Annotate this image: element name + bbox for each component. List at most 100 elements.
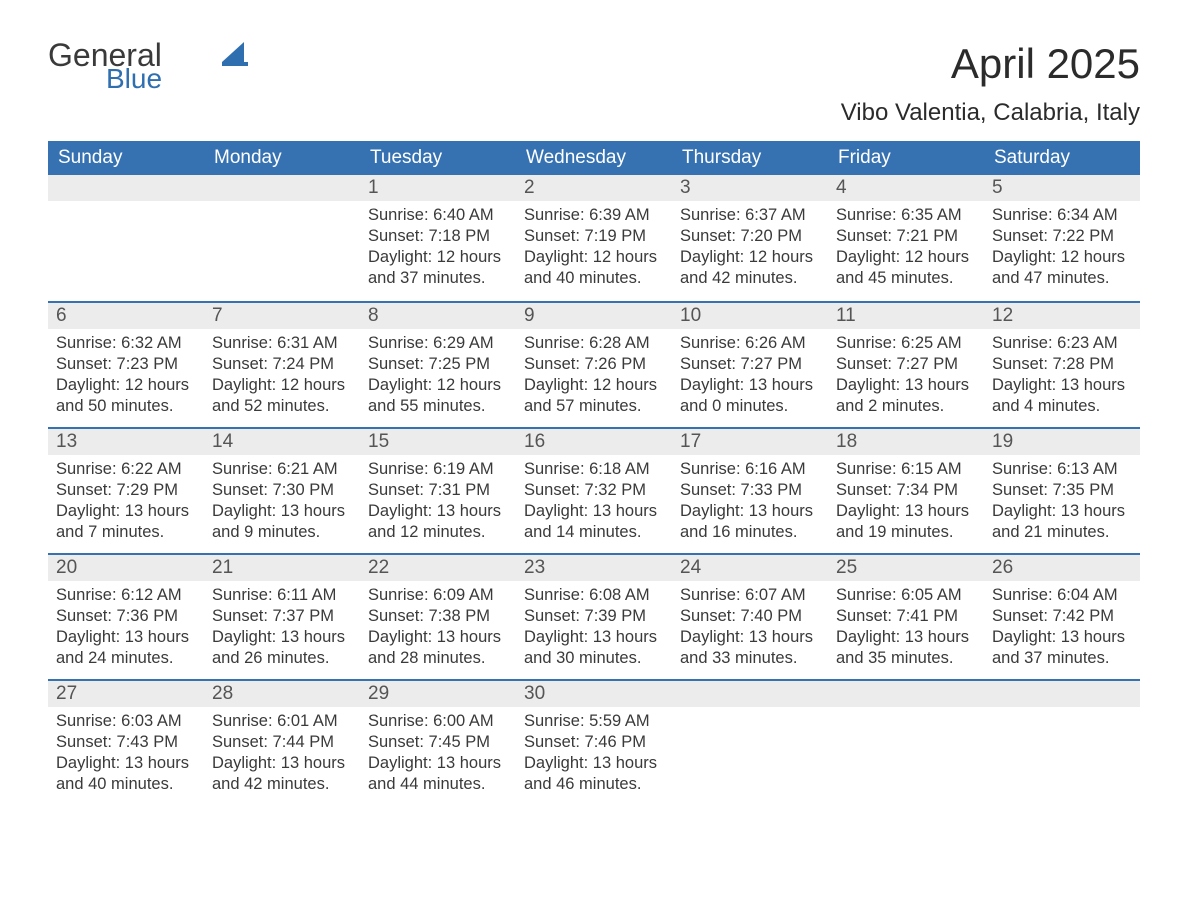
- day-number: 13: [48, 427, 204, 455]
- sunrise-text: Sunrise: 6:21 AM: [212, 459, 352, 480]
- calendar-cell: 21Sunrise: 6:11 AMSunset: 7:37 PMDayligh…: [204, 553, 360, 679]
- daylight-text: Daylight: 13 hours and 24 minutes.: [56, 627, 196, 669]
- day-number: 24: [672, 553, 828, 581]
- calendar-cell: 1Sunrise: 6:40 AMSunset: 7:18 PMDaylight…: [360, 175, 516, 301]
- daylight-text: Daylight: 13 hours and 12 minutes.: [368, 501, 508, 543]
- day-body: Sunrise: 6:08 AMSunset: 7:39 PMDaylight:…: [516, 581, 672, 677]
- calendar-cell: 3Sunrise: 6:37 AMSunset: 7:20 PMDaylight…: [672, 175, 828, 301]
- sunset-text: Sunset: 7:31 PM: [368, 480, 508, 501]
- day-number: 9: [516, 301, 672, 329]
- day-body: Sunrise: 6:04 AMSunset: 7:42 PMDaylight:…: [984, 581, 1140, 677]
- day-body: Sunrise: 6:37 AMSunset: 7:20 PMDaylight:…: [672, 201, 828, 297]
- calendar-cell: 4 Sunrise: 6:35 AMSunset: 7:21 PMDaylight…: [828, 175, 984, 301]
- day-body: Sunrise: 6:05 AMSunset: 7:41 PMDaylight:…: [828, 581, 984, 677]
- sunset-text: Sunset: 7:42 PM: [992, 606, 1132, 627]
- day-number: 26: [984, 553, 1140, 581]
- sunrise-text: Sunrise: 6:37 AM: [680, 205, 820, 226]
- sunrise-text: Sunrise: 6:25 AM: [836, 333, 976, 354]
- sunset-text: Sunset: 7:25 PM: [368, 354, 508, 375]
- sunrise-text: Sunrise: 6:26 AM: [680, 333, 820, 354]
- day-number: 1: [360, 175, 516, 201]
- day-number: 16: [516, 427, 672, 455]
- sunset-text: Sunset: 7:19 PM: [524, 226, 664, 247]
- calendar-cell: 9Sunrise: 6:28 AMSunset: 7:26 PMDaylight…: [516, 301, 672, 427]
- calendar-cell: 11Sunrise: 6:25 AMSunset: 7:27 PMDayligh…: [828, 301, 984, 427]
- day-body: Sunrise: 6:01 AMSunset: 7:44 PMDaylight:…: [204, 707, 360, 803]
- sunset-text: Sunset: 7:29 PM: [56, 480, 196, 501]
- sunrise-text: Sunrise: 6:22 AM: [56, 459, 196, 480]
- day-body: Sunrise: 6:07 AMSunset: 7:40 PMDaylight:…: [672, 581, 828, 677]
- daylight-text: Daylight: 12 hours and 45 minutes.: [836, 247, 976, 289]
- day-number: 10: [672, 301, 828, 329]
- day-body: Sunrise: 6:16 AMSunset: 7:33 PMDaylight:…: [672, 455, 828, 551]
- calendar-cell: 7Sunrise: 6:31 AMSunset: 7:24 PMDaylight…: [204, 301, 360, 427]
- daylight-text: Daylight: 13 hours and 37 minutes.: [992, 627, 1132, 669]
- day-number: 14: [204, 427, 360, 455]
- calendar-cell: 29Sunrise: 6:00 AMSunset: 7:45 PMDayligh…: [360, 679, 516, 805]
- day-header: Saturday: [984, 141, 1140, 175]
- day-number: 28: [204, 679, 360, 707]
- empty-day-number: [984, 679, 1140, 707]
- sunrise-text: Sunrise: 6:29 AM: [368, 333, 508, 354]
- calendar-cell: 18Sunrise: 6:15 AMSunset: 7:34 PMDayligh…: [828, 427, 984, 553]
- sunrise-text: Sunrise: 6:23 AM: [992, 333, 1132, 354]
- sunset-text: Sunset: 7:43 PM: [56, 732, 196, 753]
- empty-day-number: [48, 175, 204, 201]
- sunrise-text: Sunrise: 6:04 AM: [992, 585, 1132, 606]
- day-body: Sunrise: 6:00 AMSunset: 7:45 PMDaylight:…: [360, 707, 516, 803]
- day-number: 27: [48, 679, 204, 707]
- daylight-text: Daylight: 13 hours and 30 minutes.: [524, 627, 664, 669]
- sunrise-text: Sunrise: 6:05 AM: [836, 585, 976, 606]
- logo-sail-icon: [220, 38, 254, 72]
- calendar-cell: [672, 679, 828, 805]
- day-header: Sunday: [48, 141, 204, 175]
- sunrise-text: Sunrise: 5:59 AM: [524, 711, 664, 732]
- sunset-text: Sunset: 7:21 PM: [836, 226, 976, 247]
- day-number: 2: [516, 175, 672, 201]
- daylight-text: Daylight: 12 hours and 50 minutes.: [56, 375, 196, 417]
- day-number: 20: [48, 553, 204, 581]
- calendar-cell: [984, 679, 1140, 805]
- calendar-cell: 8Sunrise: 6:29 AMSunset: 7:25 PMDaylight…: [360, 301, 516, 427]
- daylight-text: Daylight: 12 hours and 57 minutes.: [524, 375, 664, 417]
- calendar-cell: [48, 175, 204, 301]
- day-number: 22: [360, 553, 516, 581]
- sunrise-text: Sunrise: 6:13 AM: [992, 459, 1132, 480]
- sunrise-text: Sunrise: 6:34 AM: [992, 205, 1132, 226]
- logo: General Blue: [48, 40, 126, 93]
- daylight-text: Daylight: 13 hours and 21 minutes.: [992, 501, 1132, 543]
- day-header: Wednesday: [516, 141, 672, 175]
- sunset-text: Sunset: 7:26 PM: [524, 354, 664, 375]
- sunrise-text: Sunrise: 6:08 AM: [524, 585, 664, 606]
- day-body: Sunrise: 6:19 AMSunset: 7:31 PMDaylight:…: [360, 455, 516, 551]
- sunrise-text: Sunrise: 6:12 AM: [56, 585, 196, 606]
- day-number: 12: [984, 301, 1140, 329]
- calendar-cell: 10Sunrise: 6:26 AMSunset: 7:27 PMDayligh…: [672, 301, 828, 427]
- calendar-body: 1Sunrise: 6:40 AMSunset: 7:18 PMDaylight…: [48, 175, 1140, 805]
- sunset-text: Sunset: 7:44 PM: [212, 732, 352, 753]
- day-number: 3: [672, 175, 828, 201]
- day-number: 17: [672, 427, 828, 455]
- page-subtitle: Vibo Valentia, Calabria, Italy: [48, 99, 1140, 127]
- day-number: 4: [828, 175, 984, 201]
- daylight-text: Daylight: 13 hours and 19 minutes.: [836, 501, 976, 543]
- daylight-text: Daylight: 13 hours and 26 minutes.: [212, 627, 352, 669]
- calendar-week-row: 27Sunrise: 6:03 AMSunset: 7:43 PMDayligh…: [48, 679, 1140, 805]
- sunrise-text: Sunrise: 6:18 AM: [524, 459, 664, 480]
- day-body: Sunrise: 6:13 AMSunset: 7:35 PMDaylight:…: [984, 455, 1140, 551]
- day-body: Sunrise: 6:40 AMSunset: 7:18 PMDaylight:…: [360, 201, 516, 297]
- day-body: Sunrise: 6:23 AMSunset: 7:28 PMDaylight:…: [984, 329, 1140, 425]
- sunrise-text: Sunrise: 6:35 AM: [836, 205, 976, 226]
- sunrise-text: Sunrise: 6:32 AM: [56, 333, 196, 354]
- sunrise-text: Sunrise: 6:01 AM: [212, 711, 352, 732]
- day-header: Monday: [204, 141, 360, 175]
- day-number: 15: [360, 427, 516, 455]
- daylight-text: Daylight: 12 hours and 47 minutes.: [992, 247, 1132, 289]
- empty-day-number: [204, 175, 360, 201]
- day-body: Sunrise: 6:29 AMSunset: 7:25 PMDaylight:…: [360, 329, 516, 425]
- sunset-text: Sunset: 7:37 PM: [212, 606, 352, 627]
- day-number: 5: [984, 175, 1140, 201]
- calendar-cell: 17Sunrise: 6:16 AMSunset: 7:33 PMDayligh…: [672, 427, 828, 553]
- calendar-header-row: Sunday Monday Tuesday Wednesday Thursday…: [48, 141, 1140, 175]
- day-body: Sunrise: 6:25 AMSunset: 7:27 PMDaylight:…: [828, 329, 984, 425]
